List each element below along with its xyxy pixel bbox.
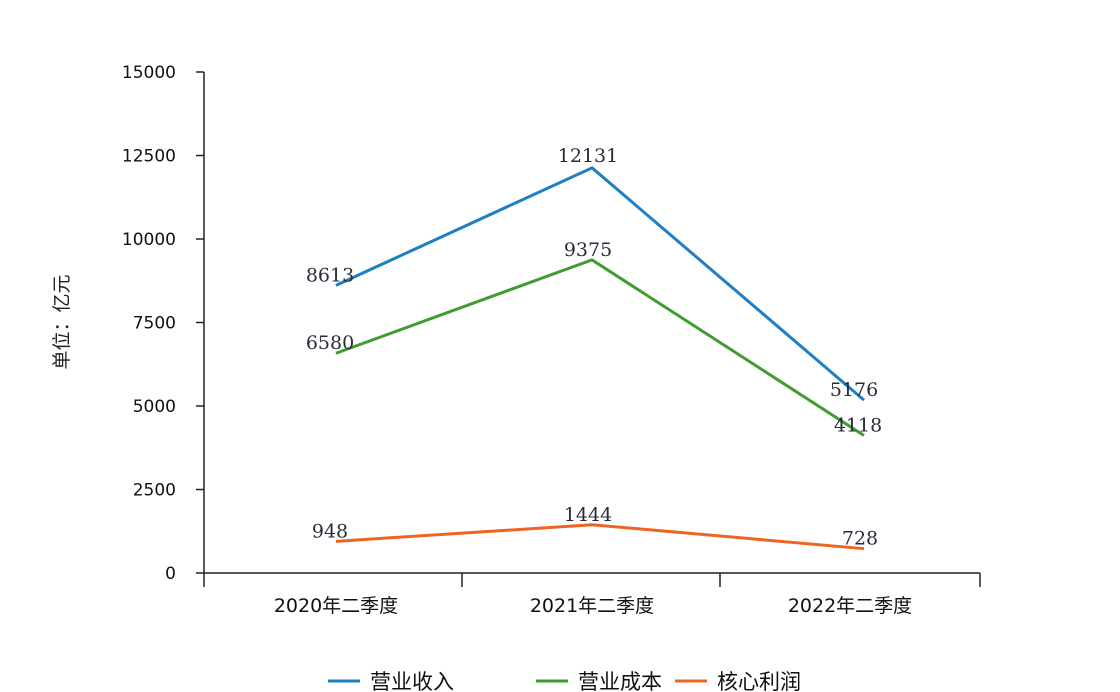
y-tick-label: 15000 bbox=[122, 63, 176, 83]
data-label: 12131 bbox=[558, 145, 618, 167]
series-line-2 bbox=[335, 258, 865, 437]
y-axis-label: 单位：亿元 bbox=[51, 274, 73, 369]
legend-label: 核心利润 bbox=[717, 670, 801, 692]
series-line-3 bbox=[335, 523, 865, 551]
series-line-1 bbox=[335, 166, 865, 402]
data-label: 9375 bbox=[564, 239, 612, 261]
legend-label: 营业收入 bbox=[370, 670, 454, 692]
data-label: 8613 bbox=[306, 264, 354, 286]
y-tick-label: 10000 bbox=[122, 230, 176, 250]
data-label: 5176 bbox=[830, 379, 878, 401]
data-label: 728 bbox=[842, 528, 878, 550]
legend-label: 营业成本 bbox=[578, 670, 662, 692]
data-label: 948 bbox=[312, 520, 348, 542]
y-tick-label: 0 bbox=[165, 564, 176, 584]
x-tick-label: 2021年二季度 bbox=[530, 595, 654, 617]
y-tick-label: 12500 bbox=[122, 147, 176, 167]
x-tick-label: 2020年二季度 bbox=[274, 595, 398, 617]
y-tick-label: 2500 bbox=[133, 481, 176, 501]
y-tick-label: 7500 bbox=[133, 314, 176, 334]
data-label: 4118 bbox=[834, 414, 882, 436]
legend: 营业收入 营业成本 核心利润 bbox=[328, 670, 801, 692]
data-label: 6580 bbox=[306, 332, 354, 354]
y-ticks: 0 2500 5000 7500 10000 12500 15000 bbox=[122, 63, 204, 584]
x-tick-label: 2022年二季度 bbox=[788, 595, 912, 617]
x-ticks: 2020年二季度 2021年二季度 2022年二季度 bbox=[203, 573, 981, 617]
data-label: 1444 bbox=[564, 504, 612, 526]
y-tick-label: 5000 bbox=[133, 397, 176, 417]
series-group: 8613 12131 5176 6580 9375 4118 948 1444 728 bbox=[306, 145, 882, 551]
